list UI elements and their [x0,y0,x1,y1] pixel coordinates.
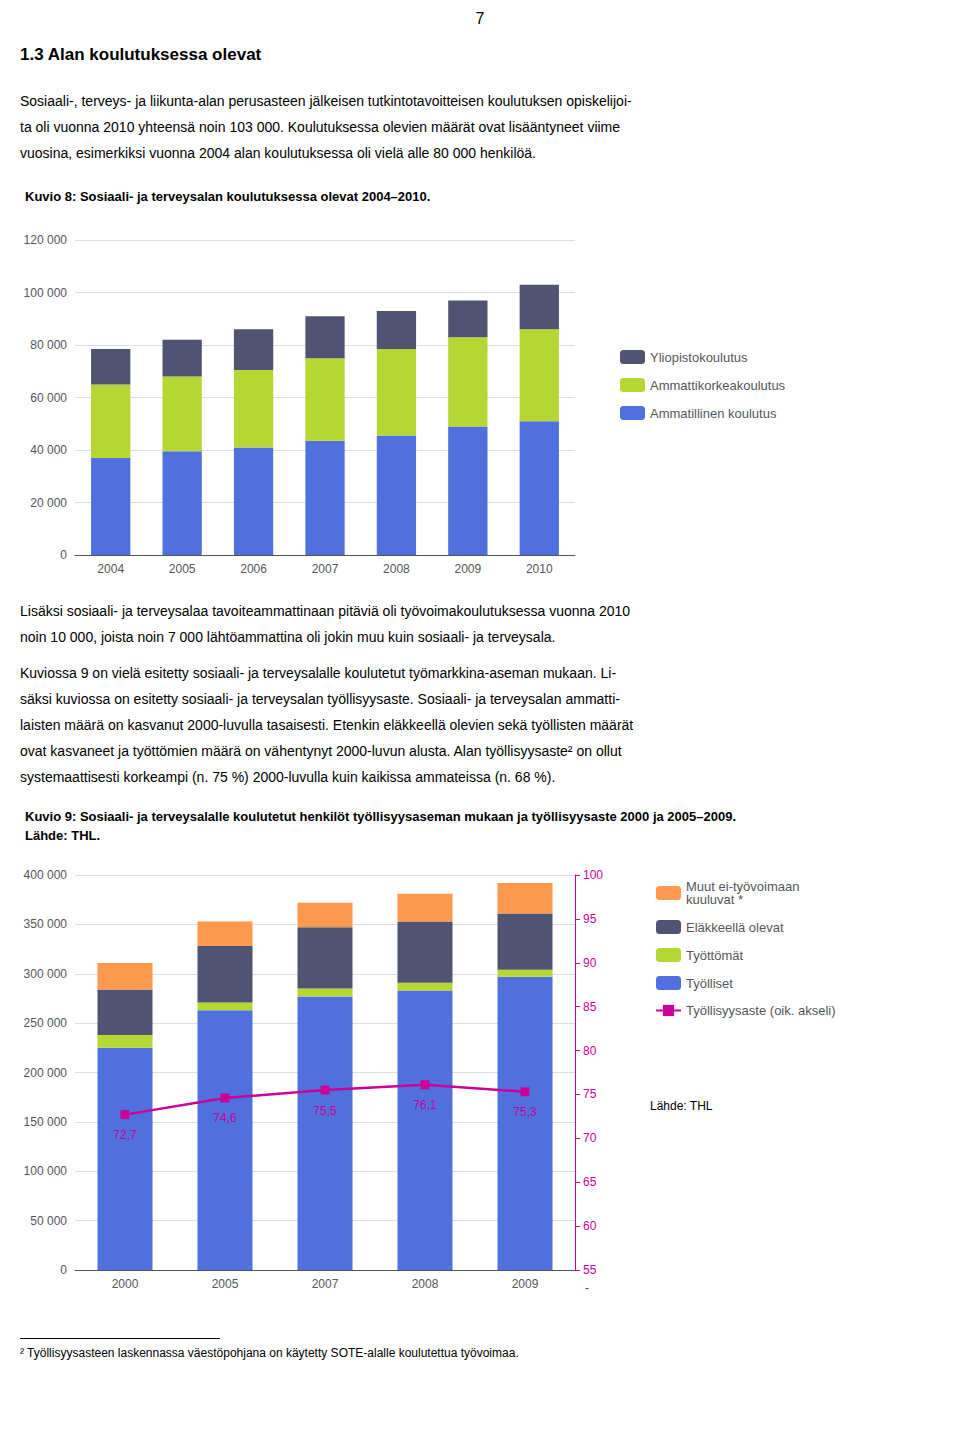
svg-text:400 000: 400 000 [24,868,68,882]
svg-text:300 000: 300 000 [24,967,68,981]
svg-text:Lähde: THL.: Lähde: THL. [25,828,100,843]
svg-text:Ammatillinen koulutus: Ammatillinen koulutus [650,406,777,421]
svg-text:0: 0 [60,1263,67,1277]
svg-text:70: 70 [583,1131,597,1145]
svg-text:Työllisyysaste (oik. akseli): Työllisyysaste (oik. akseli) [686,1003,836,1018]
svg-text:Lähde: THL: Lähde: THL [650,1099,713,1113]
svg-text:100: 100 [583,868,603,882]
svg-text:75,5: 75,5 [313,1104,337,1118]
svg-text:Työlliset: Työlliset [686,976,733,991]
svg-text:Ammattikorkeakoulutus: Ammattikorkeakoulutus [650,378,786,393]
svg-text:-: - [585,1281,589,1295]
svg-text:85: 85 [583,1000,597,1014]
svg-text:2008: 2008 [412,1277,439,1291]
svg-text:100 000: 100 000 [24,1164,68,1178]
svg-text:120 000: 120 000 [24,233,68,247]
svg-text:2007: 2007 [312,562,339,576]
svg-text:2007: 2007 [312,1277,339,1291]
html-text:1.3 Alan koulutuksessa olevat: 1.3 Alan koulutuksessa olevat [20,45,262,64]
svg-text:72,7: 72,7 [113,1128,137,1142]
svg-text:50 000: 50 000 [30,1214,67,1228]
html-text:laisten määrä on kasvanut 2000: laisten määrä on kasvanut 2000-luvulla t… [20,717,634,733]
svg-text:95: 95 [583,912,597,926]
html-text:Sosiaali-, terveys- ja liikunt: Sosiaali-, terveys- ja liikunta-alan per… [20,93,632,109]
svg-text:60 000: 60 000 [30,391,67,405]
html-text:ta oli vuonna 2010 yhteensä no: ta oli vuonna 2010 yhteensä noin 103 000… [20,119,621,135]
html-text:ovat kasvaneet ja työttömien m: ovat kasvaneet ja työttömien määrä on vä… [20,743,622,759]
svg-text:76,1: 76,1 [413,1098,437,1112]
svg-text:20 000: 20 000 [30,496,67,510]
svg-text:kuuluvat *: kuuluvat * [686,892,743,907]
html-text:Kuviossa 9 on vielä esitetty s: Kuviossa 9 on vielä esitetty sosiaali- j… [20,665,617,681]
svg-text:74,6: 74,6 [213,1111,237,1125]
svg-text:2005: 2005 [169,562,196,576]
svg-text:40 000: 40 000 [30,443,67,457]
svg-text:350 000: 350 000 [24,917,68,931]
svg-text:100 000: 100 000 [24,286,68,300]
svg-text:Kuvio 8: Sosiaali- ja terveysa: Kuvio 8: Sosiaali- ja terveysalan koulut… [25,189,430,204]
svg-text:2000: 2000 [112,1277,139,1291]
html-text:noin 10 000, joista noin 7 000: noin 10 000, joista noin 7 000 lähtöamma… [20,629,556,645]
svg-text:2008: 2008 [383,562,410,576]
html-text:Lisäksi sosiaali- ja terveysal: Lisäksi sosiaali- ja terveysalaa tavoite… [20,603,631,619]
svg-text:90: 90 [583,956,597,970]
svg-text:60: 60 [583,1219,597,1233]
svg-text:200 000: 200 000 [24,1066,68,1080]
svg-text:250 000: 250 000 [24,1016,68,1030]
svg-text:Eläkkeellä olevat: Eläkkeellä olevat [686,920,784,935]
svg-text:75,3: 75,3 [513,1105,537,1119]
svg-text:Työttömät: Työttömät [686,948,743,963]
html-text:² Työllisyysasteen laskennassa: ² Työllisyysasteen laskennassa väestöpoh… [20,1346,519,1360]
html-text:7: 7 [475,10,485,27]
html-text:säksi kuviossa on esitetty sos: säksi kuviossa on esitetty sosiaali- ja … [20,691,620,707]
svg-text:150 000: 150 000 [24,1115,68,1129]
svg-text:65: 65 [583,1175,597,1189]
svg-text:2005: 2005 [212,1277,239,1291]
svg-text:55: 55 [583,1263,597,1277]
svg-text:2009: 2009 [455,562,482,576]
svg-text:Muut ei-työvoimaan: Muut ei-työvoimaan [686,879,800,894]
svg-text:0: 0 [60,548,67,562]
svg-text:75: 75 [583,1087,597,1101]
html-text:systemaattisesti korkeampi (n.: systemaattisesti korkeampi (n. 75 %) 200… [20,769,556,785]
svg-text:Yliopistokoulutus: Yliopistokoulutus [650,350,748,365]
svg-text:2009: 2009 [512,1277,539,1291]
html-text:vuosina, esimerkiksi vuonna 20: vuosina, esimerkiksi vuonna 2004 alan ko… [20,145,536,161]
svg-text:2004: 2004 [97,562,124,576]
svg-text:80 000: 80 000 [30,338,67,352]
svg-text:2006: 2006 [240,562,267,576]
svg-text:2010: 2010 [526,562,553,576]
svg-text:Kuvio 9: Sosiaali- ja terveysa: Kuvio 9: Sosiaali- ja terveysalalle koul… [25,809,736,824]
svg-text:80: 80 [583,1044,597,1058]
